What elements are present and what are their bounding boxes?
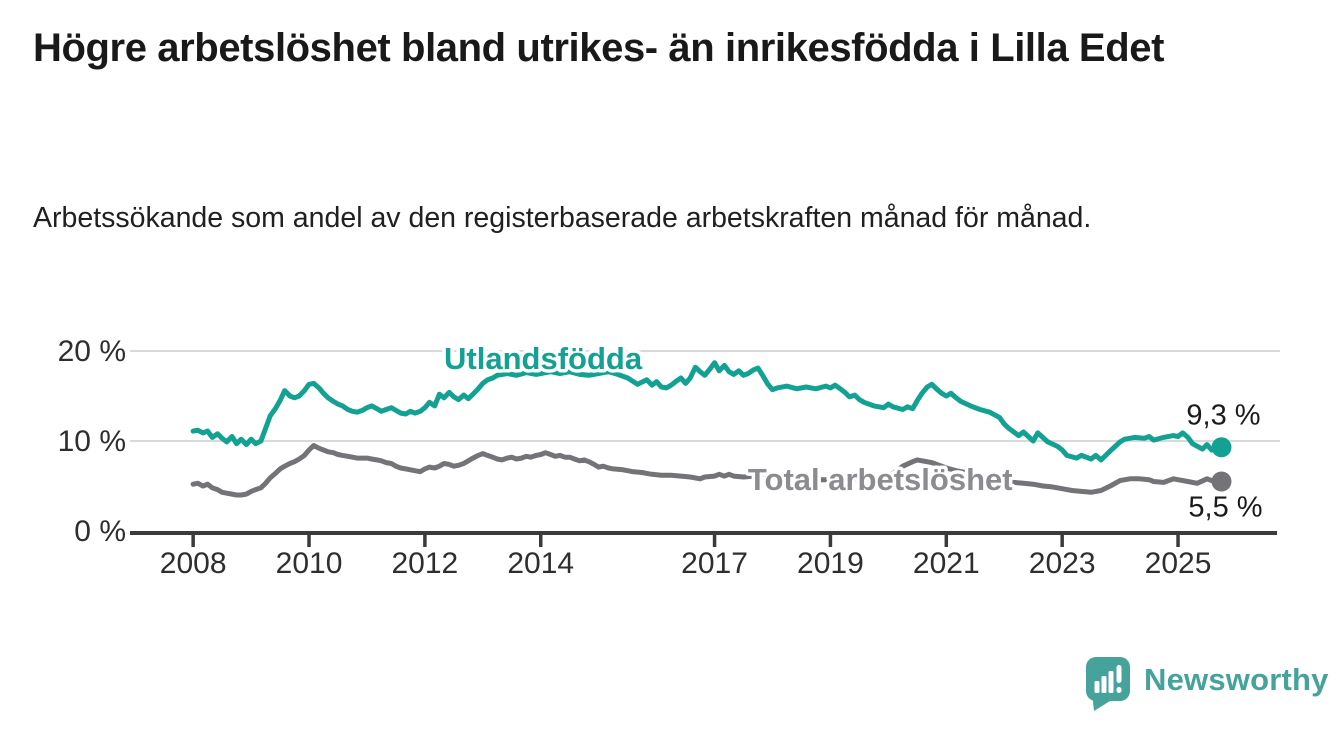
page-title: Högre arbetslöshet bland utrikes- än inr… (33, 26, 1165, 70)
bar-chart-bar-medium (1101, 676, 1107, 693)
x-axis-tick-label: 2010 (276, 547, 343, 580)
newsworthy-logo: Newsworthy (1085, 656, 1329, 712)
series-label: Total arbetslöshet (748, 462, 1013, 497)
series-line-total (190, 443, 1224, 498)
x-axis-tick-label: 2014 (507, 547, 574, 580)
series-end-dot-total (1211, 471, 1232, 492)
exclamation-mark-dot (1116, 687, 1122, 693)
newsworthy-wordmark: Newsworthy (1144, 662, 1329, 697)
x-axis-tick-label: 2017 (681, 547, 748, 580)
x-axis-tick-label: 2021 (913, 547, 980, 580)
bar-chart-bar-small (1094, 681, 1100, 693)
series-end-value-label: 9,3 % (1186, 399, 1260, 431)
y-axis-tick-label: 10 % (58, 425, 126, 458)
x-axis-tick-label: 2019 (797, 547, 864, 580)
x-axis-tick-label: 2023 (1029, 547, 1096, 580)
x-axis-tick-label: 2012 (392, 547, 459, 580)
series-end-value-label: 5,5 % (1188, 492, 1262, 524)
x-axis-tick-label: 2008 (160, 547, 227, 580)
newsworthy-speech-bubble-bar-chart-icon (1086, 657, 1130, 711)
exclamation-mark-stem (1116, 665, 1122, 683)
y-axis-tick-label: 20 % (58, 335, 126, 368)
series-line-utlandsfodda (190, 360, 1224, 463)
x-axis-tick-label: 2025 (1145, 547, 1212, 580)
y-axis-tick-label: 0 % (74, 515, 126, 548)
series-end-dot-utlandsfodda (1211, 437, 1232, 458)
chart-subtitle: Arbetssökande som andel av den registerb… (33, 202, 1092, 234)
speech-bubble-tail (1092, 692, 1110, 711)
series-label: Utlandsfödda (444, 341, 643, 376)
bar-chart-bar-tall (1108, 671, 1114, 693)
